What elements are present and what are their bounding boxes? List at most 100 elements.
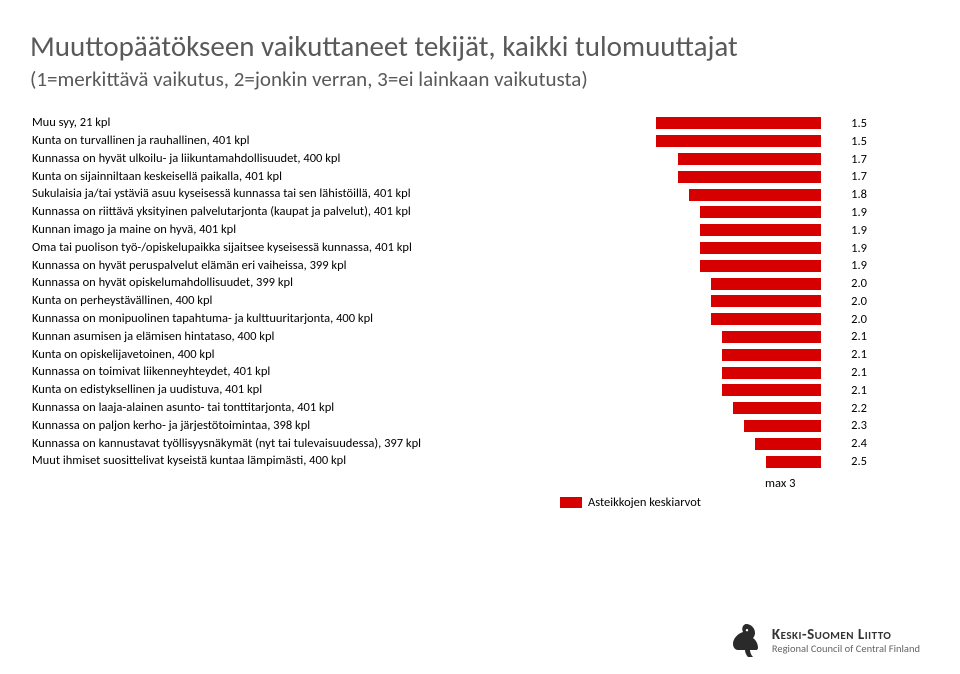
legend-swatch [560,497,582,508]
bar-zone [491,294,821,308]
bar-zone [491,437,821,451]
row-value: 1.7 [827,152,867,167]
chart-row: Kunnan asumisen ja elämisen hintataso, 4… [30,328,920,346]
bar-zone [491,455,821,469]
chart-row: Kunta on perheystävällinen, 400 kpl 2.0 [30,293,920,311]
bar-zone [491,259,821,273]
chart-row: Muut ihmiset suosittelivat kyseistä kunt… [30,453,920,471]
bar-zone [491,401,821,415]
chart-row: Kunta on turvallinen ja rauhallinen, 401… [30,132,920,150]
chart-row: Kunnassa on hyvät peruspalvelut elämän e… [30,257,920,275]
row-value: 1.9 [827,223,867,238]
chart-row: Kunnassa on laaja-alainen asunto- tai to… [30,399,920,417]
row-label: Kunnan asumisen ja elämisen hintataso, 4… [30,331,485,344]
scale-max-label: max 3 [765,476,795,491]
bar [766,456,821,468]
row-value: 2.1 [827,365,867,380]
logo-sub-text: Regional Council of Central Finland [772,643,920,654]
chart-row: Kunnassa on hyvät ulkoilu- ja liikuntama… [30,150,920,168]
bar-zone [491,223,821,237]
bar [711,295,821,307]
bar [700,242,821,254]
row-value: 1.9 [827,258,867,273]
page-title: Muuttopäätökseen vaikuttaneet tekijät, k… [30,30,920,63]
row-label: Kunta on edistyksellinen ja uudistuva, 4… [30,384,485,397]
bar [689,189,821,201]
bar [722,384,821,396]
row-label: Kunnassa on toimivat liikenneyhteydet, 4… [30,366,485,379]
row-value: 2.1 [827,383,867,398]
capercaillie-icon [728,622,762,660]
row-label: Kunnan imago ja maine on hyvä, 401 kpl [30,224,485,237]
bar-chart: Muu syy, 21 kpl 1.5 Kunta on turvallinen j… [30,115,920,471]
row-label: Kunta on turvallinen ja rauhallinen, 401… [30,135,485,148]
bar-zone [491,134,821,148]
row-value: 1.9 [827,205,867,220]
row-label: Kunnassa on riittävä yksityinen palvelut… [30,206,485,219]
row-label: Kunnassa on monipuolinen tapahtuma- ja k… [30,313,485,326]
bar [722,331,821,343]
row-label: Kunnassa on hyvät ulkoilu- ja liikuntama… [30,153,485,166]
bar-zone [491,419,821,433]
row-label: Kunnassa on kannustavat työllisyysnäkymä… [30,438,485,451]
chart-row: Kunnassa on monipuolinen tapahtuma- ja k… [30,310,920,328]
row-value: 2.4 [827,436,867,451]
row-value: 1.5 [827,116,867,131]
bar-zone [491,330,821,344]
chart-row: Kunnassa on hyvät opiskelumahdollisuudet… [30,275,920,293]
chart-row: Kunnan imago ja maine on hyvä, 401 kpl 1.… [30,221,920,239]
row-label: Kunnassa on hyvät peruspalvelut elämän e… [30,260,485,273]
bar-zone [491,277,821,291]
chart-row: Sukulaisia ja/tai ystäviä asuu kyseisess… [30,186,920,204]
row-value: 2.0 [827,312,867,327]
row-label: Oma tai puolison työ-/opiskelupaikka sij… [30,242,485,255]
row-value: 2.0 [827,276,867,291]
row-label: Kunta on opiskelijavetoinen, 400 kpl [30,349,485,362]
chart-row: Muu syy, 21 kpl 1.5 [30,115,920,133]
max-label-row: max 3 [30,476,920,491]
bar [678,171,821,183]
row-value: 1.9 [827,241,867,256]
row-label: Kunta on sijainniltaan keskeisellä paika… [30,171,485,184]
row-label: Sukulaisia ja/tai ystäviä asuu kyseisess… [30,188,485,201]
chart-row: Oma tai puolison työ-/opiskelupaikka sij… [30,239,920,257]
bar [656,117,821,129]
bar [656,135,821,147]
bar-zone [491,383,821,397]
bar-zone [491,241,821,255]
bar [678,153,821,165]
bar [722,367,821,379]
bar [700,260,821,272]
bar-zone [491,366,821,380]
row-label: Kunnassa on hyvät opiskelumahdollisuudet… [30,277,485,290]
legend: Asteikkojen keskiarvot [30,495,920,510]
row-value: 2.2 [827,401,867,416]
row-value: 1.8 [827,187,867,202]
bar-zone [491,116,821,130]
row-value: 2.5 [827,454,867,469]
row-label: Kunnassa on laaja-alainen asunto- tai to… [30,402,485,415]
bar [700,224,821,236]
chart-row: Kunnassa on toimivat liikenneyhteydet, 4… [30,364,920,382]
chart-row: Kunta on opiskelijavetoinen, 400 kpl 2.1 [30,346,920,364]
row-label: Muu syy, 21 kpl [30,117,485,130]
row-label: Kunnassa on paljon kerho- ja järjestötoi… [30,420,485,433]
bar [711,278,821,290]
chart-row: Kunnassa on riittävä yksityinen palvelut… [30,204,920,222]
row-value: 1.5 [827,134,867,149]
bar [711,313,821,325]
chart-row: Kunta on edistyksellinen ja uudistuva, 4… [30,381,920,399]
chart-row: Kunnassa on kannustavat työllisyysnäkymä… [30,435,920,453]
bar-zone [491,188,821,202]
bar-zone [491,152,821,166]
bar [722,349,821,361]
row-label: Kunta on perheystävällinen, 400 kpl [30,295,485,308]
row-value: 2.0 [827,294,867,309]
footer-logo: Keski-Suomen Liitto Regional Council of … [728,622,920,660]
bar [733,402,821,414]
row-value: 2.1 [827,329,867,344]
chart-row: Kunta on sijainniltaan keskeisellä paika… [30,168,920,186]
legend-text: Asteikkojen keskiarvot [588,495,701,510]
row-value: 2.1 [827,347,867,362]
chart-row: Kunnassa on paljon kerho- ja järjestötoi… [30,417,920,435]
